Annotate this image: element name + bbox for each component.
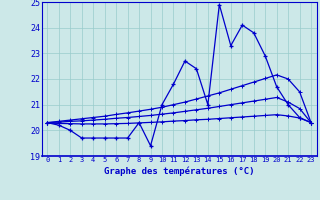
- X-axis label: Graphe des températures (°C): Graphe des températures (°C): [104, 166, 254, 176]
